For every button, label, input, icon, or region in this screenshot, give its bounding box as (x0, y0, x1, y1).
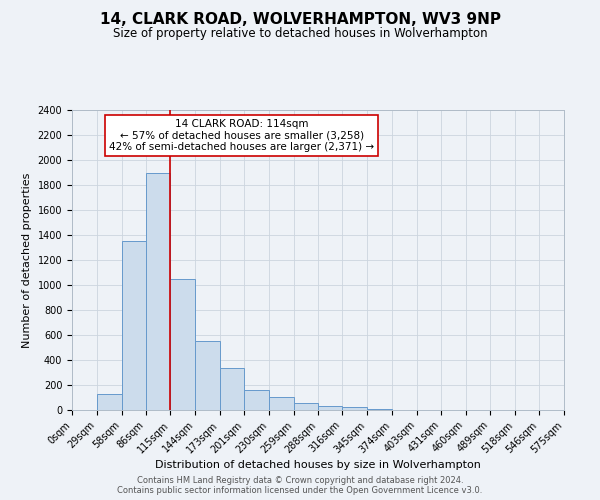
Bar (367, 409, 392, 410)
Text: 14, CLARK ROAD, WOLVERHAMPTON, WV3 9NP: 14, CLARK ROAD, WOLVERHAMPTON, WV3 9NP (100, 12, 500, 28)
X-axis label: Distribution of detached houses by size in Wolverhampton: Distribution of detached houses by size … (155, 460, 481, 470)
Text: Contains public sector information licensed under the Open Government Licence v3: Contains public sector information licen… (118, 486, 482, 495)
Bar (319, 406, 343, 410)
Y-axis label: Number of detached properties: Number of detached properties (22, 172, 32, 348)
Bar (269, 397, 293, 410)
Text: Size of property relative to detached houses in Wolverhampton: Size of property relative to detached ho… (113, 28, 487, 40)
Bar (146, 172, 170, 410)
Bar (170, 279, 195, 410)
Bar (244, 390, 269, 410)
Bar (195, 341, 220, 410)
Bar (343, 407, 367, 410)
Bar (293, 402, 319, 410)
Text: 14 CLARK ROAD: 114sqm
← 57% of detached houses are smaller (3,258)
42% of semi-d: 14 CLARK ROAD: 114sqm ← 57% of detached … (109, 119, 374, 152)
Bar (122, 242, 146, 410)
Text: Contains HM Land Registry data © Crown copyright and database right 2024.: Contains HM Land Registry data © Crown c… (137, 476, 463, 485)
Bar (97, 394, 122, 410)
Bar (220, 368, 244, 410)
